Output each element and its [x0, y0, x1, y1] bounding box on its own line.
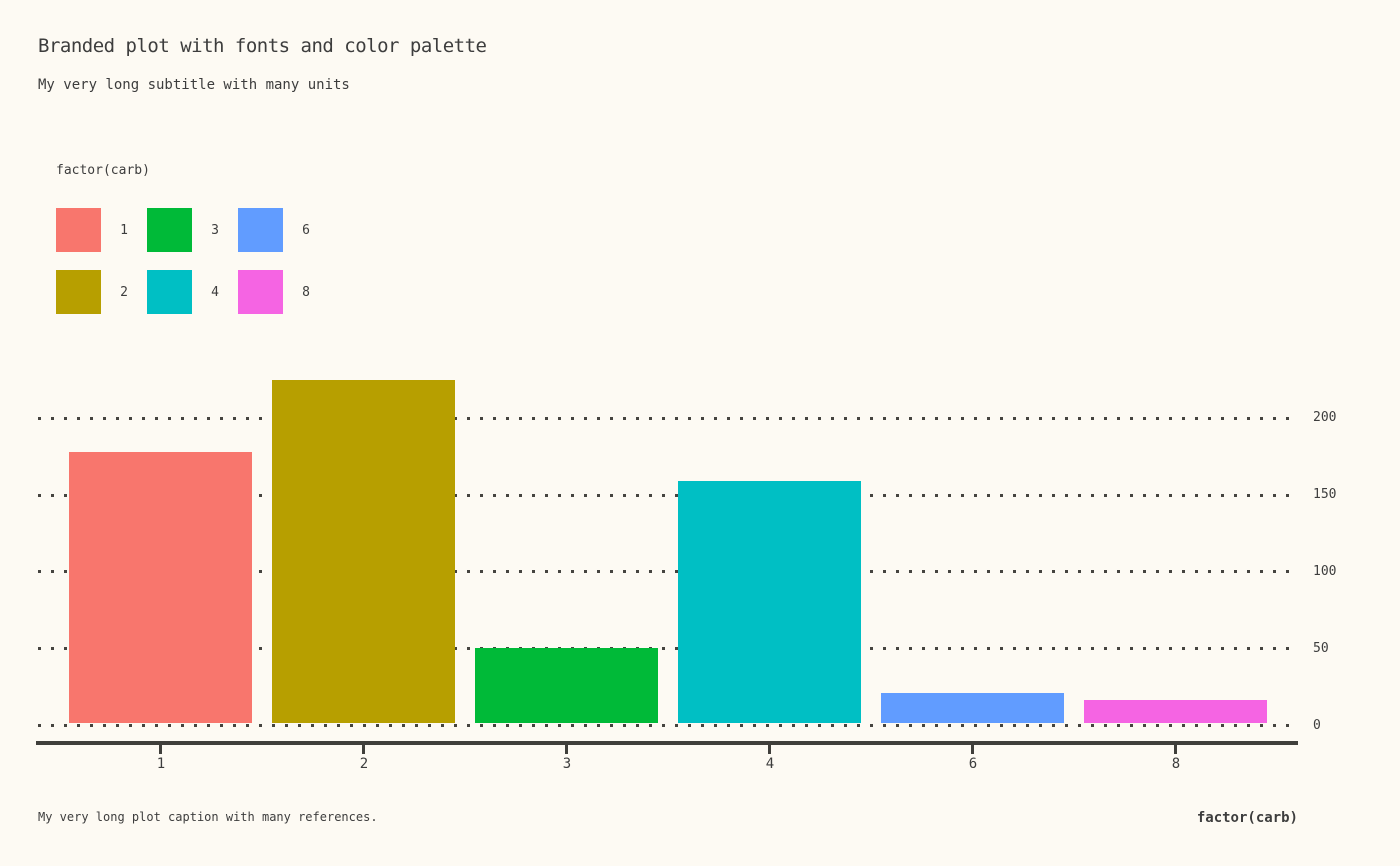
y-axis-label-0: 0	[1313, 718, 1321, 733]
bar-carb-8	[1084, 700, 1267, 723]
x-axis-label-6: 6	[968, 756, 978, 772]
x-tick-6	[971, 745, 974, 754]
x-tick-8	[1174, 745, 1177, 754]
chart-caption: My very long plot caption with many refe…	[38, 810, 378, 824]
gridline-50	[38, 647, 1297, 650]
legend-swatch-2	[56, 270, 101, 314]
x-axis-line	[36, 741, 1298, 745]
chart-subtitle: My very long subtitle with many units	[38, 77, 350, 93]
legend-swatch-8	[238, 270, 283, 314]
gridline-100	[38, 570, 1297, 573]
legend-label-4: 4	[211, 284, 219, 300]
legend-item-2: 2	[56, 270, 147, 314]
x-axis-label-8: 8	[1171, 756, 1181, 772]
gridline-150	[38, 494, 1297, 497]
x-tick-1	[159, 745, 162, 754]
legend-item-6: 6	[238, 208, 329, 252]
legend-label-8: 8	[302, 284, 310, 300]
legend-label-3: 3	[211, 222, 219, 238]
legend-swatch-3	[147, 208, 192, 252]
y-axis-label-100: 100	[1313, 564, 1337, 579]
page-title: Branded plot with fonts and color palett…	[38, 35, 487, 57]
legend-label-1: 1	[120, 222, 128, 238]
x-axis-label-4: 4	[765, 756, 775, 772]
x-axis-label-3: 3	[562, 756, 572, 772]
y-axis-label-50: 50	[1313, 641, 1329, 656]
legend-title: factor(carb)	[56, 163, 150, 178]
x-axis-title: factor(carb)	[1196, 810, 1298, 826]
gridline-200	[38, 417, 1297, 420]
bar-carb-1	[69, 452, 252, 723]
y-axis-label-200: 200	[1313, 410, 1337, 425]
x-tick-2	[362, 745, 365, 754]
x-axis-label-2: 2	[359, 756, 369, 772]
legend-swatch-1	[56, 208, 101, 252]
bar-carb-3	[475, 648, 658, 723]
x-tick-3	[565, 745, 568, 754]
bar-carb-6	[881, 693, 1064, 723]
legend-label-6: 6	[302, 222, 310, 238]
bar-carb-2	[272, 380, 455, 723]
legend-item-4: 4	[147, 270, 238, 314]
legend-item-8: 8	[238, 270, 329, 314]
x-tick-4	[768, 745, 771, 754]
legend-item-1: 1	[56, 208, 147, 252]
legend-label-2: 2	[120, 284, 128, 300]
x-axis-label-1: 1	[156, 756, 166, 772]
bar-carb-4	[678, 481, 861, 723]
y-axis-label-150: 150	[1313, 487, 1337, 502]
legend-item-3: 3	[147, 208, 238, 252]
legend-swatch-4	[147, 270, 192, 314]
gridline-0	[38, 724, 1297, 727]
legend-swatch-6	[238, 208, 283, 252]
